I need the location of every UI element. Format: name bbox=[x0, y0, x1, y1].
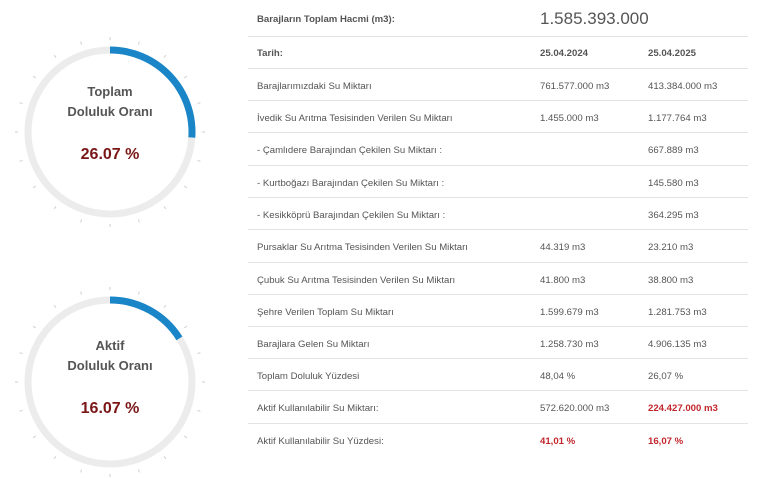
gauge-tick bbox=[137, 469, 140, 473]
row-value-2025: 4.906.135 m3 bbox=[648, 339, 707, 350]
row-value-2024: 48,04 % bbox=[540, 371, 576, 382]
row-value-2024: 1.455.000 m3 bbox=[540, 113, 599, 124]
total-volume-value: 1.585.393.000 bbox=[540, 9, 649, 28]
gauge-tick bbox=[137, 291, 140, 295]
gauge-tick bbox=[19, 352, 23, 355]
row-value-2025: 38.800 m3 bbox=[648, 275, 694, 286]
gauge-tick bbox=[197, 352, 201, 355]
active-fill-gauge-ring bbox=[15, 287, 205, 477]
row-value-2024: 1.258.730 m3 bbox=[540, 339, 599, 350]
gauge-tick bbox=[163, 54, 167, 58]
gauge-tick bbox=[197, 102, 201, 105]
gauge-tick bbox=[19, 409, 23, 412]
gauge-ticks bbox=[15, 37, 205, 227]
row-label: İvedik Su Arıtma Tesisinden Verilen Su M… bbox=[257, 113, 453, 124]
gauge-tick bbox=[80, 291, 83, 295]
table-row: Pursaklar Su Arıtma Tesisinden Verilen S… bbox=[248, 230, 748, 263]
gauge-tick bbox=[53, 206, 57, 210]
row-value-2025: 145.580 m3 bbox=[648, 178, 699, 189]
gauge-title-line2: Doluluk Oranı bbox=[67, 104, 153, 119]
row-label: Barajlara Gelen Su Miktarı bbox=[257, 339, 370, 350]
date-header-2024: 25.04.2024 bbox=[540, 48, 589, 59]
total-volume-label: Barajların Toplam Hacmi (m3): bbox=[257, 14, 395, 25]
row-label: - Çamlıdere Barajından Çekilen Su Miktar… bbox=[257, 145, 443, 156]
gauge-ticks bbox=[15, 287, 205, 477]
table-row: Aktif Kullanılabilir Su Miktarı: 572.620… bbox=[248, 391, 748, 424]
table-row: - Kesikköprü Barajından Çekilen Su Mikta… bbox=[248, 198, 748, 230]
table-row: İvedik Su Arıtma Tesisinden Verilen Su M… bbox=[248, 101, 748, 133]
row-value-2025: 413.384.000 m3 bbox=[648, 81, 718, 92]
gauge-tick bbox=[32, 325, 36, 329]
row-label: - Kesikköprü Barajından Çekilen Su Mikta… bbox=[257, 210, 446, 221]
row-value-2024: 1.599.679 m3 bbox=[540, 307, 599, 318]
table-row: - Kurtboğazı Barajından Çekilen Su Mikta… bbox=[248, 166, 748, 198]
gauge-title-line1: Toplam bbox=[87, 84, 133, 99]
gauge-value: 26.07 % bbox=[80, 146, 140, 163]
gauge-tick bbox=[19, 159, 23, 162]
gauge-tick bbox=[163, 304, 167, 308]
gauge-tick bbox=[137, 219, 140, 223]
row-value-2025: 26,07 % bbox=[648, 371, 684, 382]
gauge-tick bbox=[163, 456, 167, 460]
row-label: Şehre Verilen Toplam Su Miktarı bbox=[257, 307, 394, 318]
table-row: Barajlarımızdaki Su Miktarı 761.577.000 … bbox=[248, 69, 748, 101]
active-fill-gauge: Aktif Doluluk Oranı 16.07 % bbox=[12, 284, 208, 478]
date-header-2025: 25.04.2025 bbox=[648, 48, 697, 59]
gauge-tick bbox=[32, 75, 36, 79]
gauge-fill-arc bbox=[109, 296, 183, 341]
table-row: Çubuk Su Arıtma Tesisinden Verilen Su Mi… bbox=[248, 263, 748, 295]
table-row: Şehre Verilen Toplam Su Miktarı 1.599.67… bbox=[248, 295, 748, 327]
gauge-tick bbox=[184, 75, 188, 79]
gauge-tick bbox=[197, 409, 201, 412]
row-label: - Kurtboğazı Barajından Çekilen Su Mikta… bbox=[257, 178, 445, 189]
gauge-title-line1: Aktif bbox=[95, 338, 125, 353]
row-label: Aktif Kullanılabilir Su Miktarı: bbox=[257, 403, 379, 414]
gauge-tick bbox=[80, 41, 83, 45]
row-value-2024: 41.800 m3 bbox=[540, 275, 586, 286]
gauge-tick bbox=[32, 185, 36, 189]
table-row: Aktif Kullanılabilir Su Yüzdesi: 41,01 %… bbox=[248, 424, 748, 456]
gauge-tick bbox=[53, 304, 57, 308]
gauge-title-line2: Doluluk Oranı bbox=[67, 358, 153, 373]
row-value-2025-highlight: 224.427.000 m3 bbox=[648, 403, 718, 414]
row-value-2024: 44.319 m3 bbox=[540, 242, 586, 253]
gauge-tick bbox=[184, 185, 188, 189]
date-header-label: Tarih: bbox=[257, 48, 283, 59]
total-fill-gauge-ring bbox=[15, 37, 205, 227]
row-value-2025: 667.889 m3 bbox=[648, 145, 699, 156]
row-label: Barajlarımızdaki Su Miktarı bbox=[257, 81, 372, 92]
row-value-2024: 572.620.000 m3 bbox=[540, 403, 610, 414]
row-value-2025: 364.295 m3 bbox=[648, 210, 699, 221]
gauge-tick bbox=[53, 456, 57, 460]
row-value-2024-highlight: 41,01 % bbox=[540, 436, 576, 447]
table-row: Barajlara Gelen Su Miktarı 1.258.730 m3 … bbox=[248, 327, 748, 359]
gauge-tick bbox=[32, 435, 36, 439]
gauge-tick bbox=[197, 159, 201, 162]
gauge-tick bbox=[80, 219, 83, 223]
table-row: Toplam Doluluk Yüzdesi 48,04 % 26,07 % bbox=[248, 359, 748, 391]
gauge-tick bbox=[184, 435, 188, 439]
gauge-tick bbox=[53, 54, 57, 58]
table-header-row: Tarih: 25.04.2024 25.04.2025 bbox=[248, 37, 748, 69]
row-value-2024: 761.577.000 m3 bbox=[540, 81, 610, 92]
table-row: - Çamlıdere Barajından Çekilen Su Miktar… bbox=[248, 133, 748, 166]
row-value-2025-highlight: 16,07 % bbox=[648, 436, 684, 447]
gauge-tick bbox=[80, 469, 83, 473]
row-label: Pursaklar Su Arıtma Tesisinden Verilen S… bbox=[257, 242, 468, 253]
row-label: Aktif Kullanılabilir Su Yüzdesi: bbox=[257, 436, 384, 447]
row-value-2025: 23.210 m3 bbox=[648, 242, 694, 253]
gauge-fill-arc bbox=[109, 46, 196, 138]
total-volume-row: Barajların Toplam Hacmi (m3): 1.585.393.… bbox=[248, 0, 748, 37]
row-label: Çubuk Su Arıtma Tesisinden Verilen Su Mi… bbox=[257, 275, 456, 286]
row-value-2025: 1.177.764 m3 bbox=[648, 113, 707, 124]
gauge-tick bbox=[137, 41, 140, 45]
row-label: Toplam Doluluk Yüzdesi bbox=[257, 371, 360, 382]
total-fill-gauge: Toplam Doluluk Oranı 26.07 % bbox=[12, 34, 208, 230]
gauge-value: 16.07 % bbox=[80, 400, 140, 417]
gauge-tick bbox=[19, 102, 23, 105]
row-value-2025: 1.281.753 m3 bbox=[648, 307, 707, 318]
gauge-tick bbox=[163, 206, 167, 210]
gauge-tick bbox=[184, 325, 188, 329]
